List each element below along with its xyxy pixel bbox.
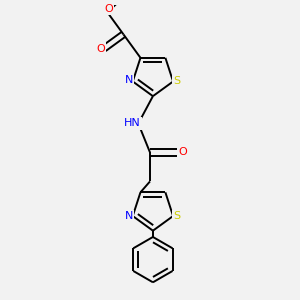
Text: O: O — [104, 4, 113, 14]
Text: N: N — [125, 211, 133, 221]
Text: O: O — [96, 44, 105, 53]
Text: O: O — [178, 147, 187, 158]
Text: S: S — [173, 211, 180, 221]
Text: N: N — [125, 75, 133, 85]
Text: HN: HN — [124, 118, 141, 128]
Text: S: S — [173, 76, 180, 86]
